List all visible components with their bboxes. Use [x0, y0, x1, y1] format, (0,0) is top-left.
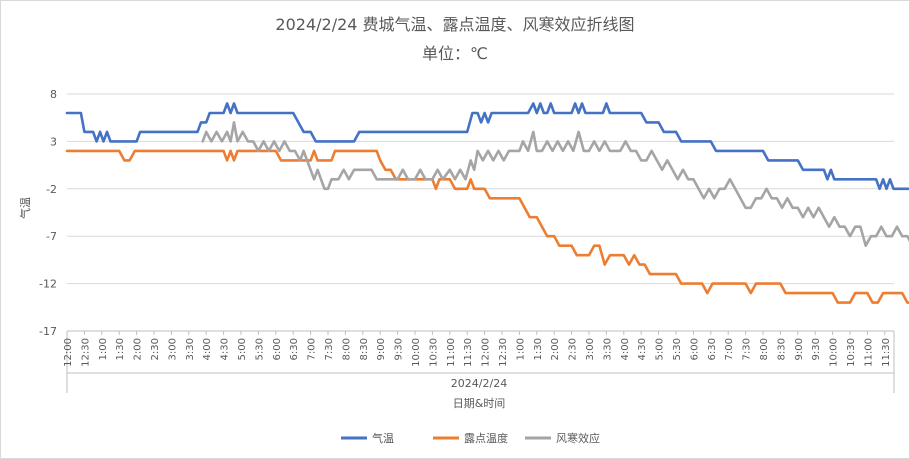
x-tick-label: 3:00	[585, 338, 596, 360]
x-tick-label: 2:00	[133, 338, 144, 360]
x-tick-label: 11:00	[446, 338, 457, 367]
x-tick-label: 5:30	[254, 338, 265, 360]
x-tick-label: 10:30	[428, 338, 439, 367]
x-tick-label: 6:30	[289, 338, 300, 360]
x-tick-label: 9:00	[376, 338, 387, 360]
x-tick-label: 1:30	[115, 338, 126, 360]
x-axis-title: 日期&时间	[453, 397, 506, 410]
x-tick-label: 11:00	[863, 338, 874, 367]
x-tick-label: 5:00	[655, 338, 666, 360]
series-lines	[65, 102, 909, 304]
x-group-label: 2024/2/24	[451, 377, 507, 390]
x-tick-label: 9:30	[394, 338, 405, 360]
x-tick-label: 12:30	[80, 338, 91, 367]
x-tick-label: 1:30	[533, 338, 544, 360]
x-tick-label: 5:30	[672, 338, 683, 360]
x-tick-label: 6:00	[689, 338, 700, 360]
x-tick-label: 4:30	[220, 338, 231, 360]
series-line-1	[65, 149, 909, 304]
x-axis-ticks: 12:00 12:30 1:00 1:30 2:00 2:30 3:00 3:30 4:00 4:…	[63, 330, 895, 393]
x-tick-label: 6:00	[272, 338, 283, 360]
gridlines	[67, 93, 894, 332]
x-tick-label: 5:00	[237, 338, 248, 360]
x-tick-label: 4:00	[620, 338, 631, 360]
x-tick-label: 8:30	[359, 338, 370, 360]
x-tick-label: 10:00	[829, 338, 840, 367]
x-tick-label: 2:00	[550, 338, 561, 360]
x-tick-label: 7:30	[324, 338, 335, 360]
x-tick-label: 1:00	[515, 338, 526, 360]
y-tick-label: -2	[46, 183, 57, 196]
y-axis-ticks: 8 3 -2 -7 -12 -17	[39, 88, 57, 338]
series-line-2	[201, 121, 909, 247]
x-tick-label: 12:00	[63, 338, 74, 367]
x-tick-label: 4:30	[637, 338, 648, 360]
x-tick-label: 10:30	[846, 338, 857, 367]
x-tick-label: 10:00	[411, 338, 422, 367]
x-tick-label: 8:00	[759, 338, 770, 360]
y-tick-label: -12	[39, 278, 57, 291]
chart-subtitle: 单位：℃	[422, 44, 488, 63]
x-tick-label: 9:30	[811, 338, 822, 360]
legend-label-1: 露点温度	[464, 431, 508, 445]
x-tick-label: 7:00	[724, 338, 735, 360]
x-tick-label: 4:00	[202, 338, 213, 360]
chart-title: 2024/2/24 费城气温、露点温度、风寒效应折线图	[275, 15, 634, 34]
x-tick-label: 7:30	[742, 338, 753, 360]
x-tick-label: 3:30	[602, 338, 613, 360]
legend: 气温 露点温度 风寒效应	[341, 431, 600, 445]
x-tick-label: 8:00	[341, 338, 352, 360]
x-tick-label: 11:30	[463, 338, 474, 367]
y-tick-label: -17	[39, 325, 57, 338]
x-tick-label: 2:30	[150, 338, 161, 360]
legend-label-0: 气温	[372, 431, 394, 445]
x-tick-label: 11:30	[881, 338, 892, 367]
series-line-0	[65, 102, 909, 191]
x-tick-label: 6:30	[707, 338, 718, 360]
y-tick-label: 8	[50, 88, 57, 101]
x-tick-label: 3:30	[185, 338, 196, 360]
x-tick-label: 2:30	[568, 338, 579, 360]
x-tick-label: 7:00	[307, 338, 318, 360]
x-tick-label: 1:00	[98, 338, 109, 360]
x-tick-label: 12:30	[498, 338, 509, 367]
x-tick-label: 9:00	[794, 338, 805, 360]
x-tick-label: 8:30	[776, 338, 787, 360]
y-tick-label: -7	[46, 230, 57, 243]
legend-label-2: 风寒效应	[556, 431, 600, 445]
x-tick-label: 3:00	[167, 338, 178, 360]
y-tick-label: 3	[50, 135, 57, 148]
x-tick-label: 12:00	[481, 338, 492, 367]
y-axis-title: 气温	[18, 197, 32, 219]
